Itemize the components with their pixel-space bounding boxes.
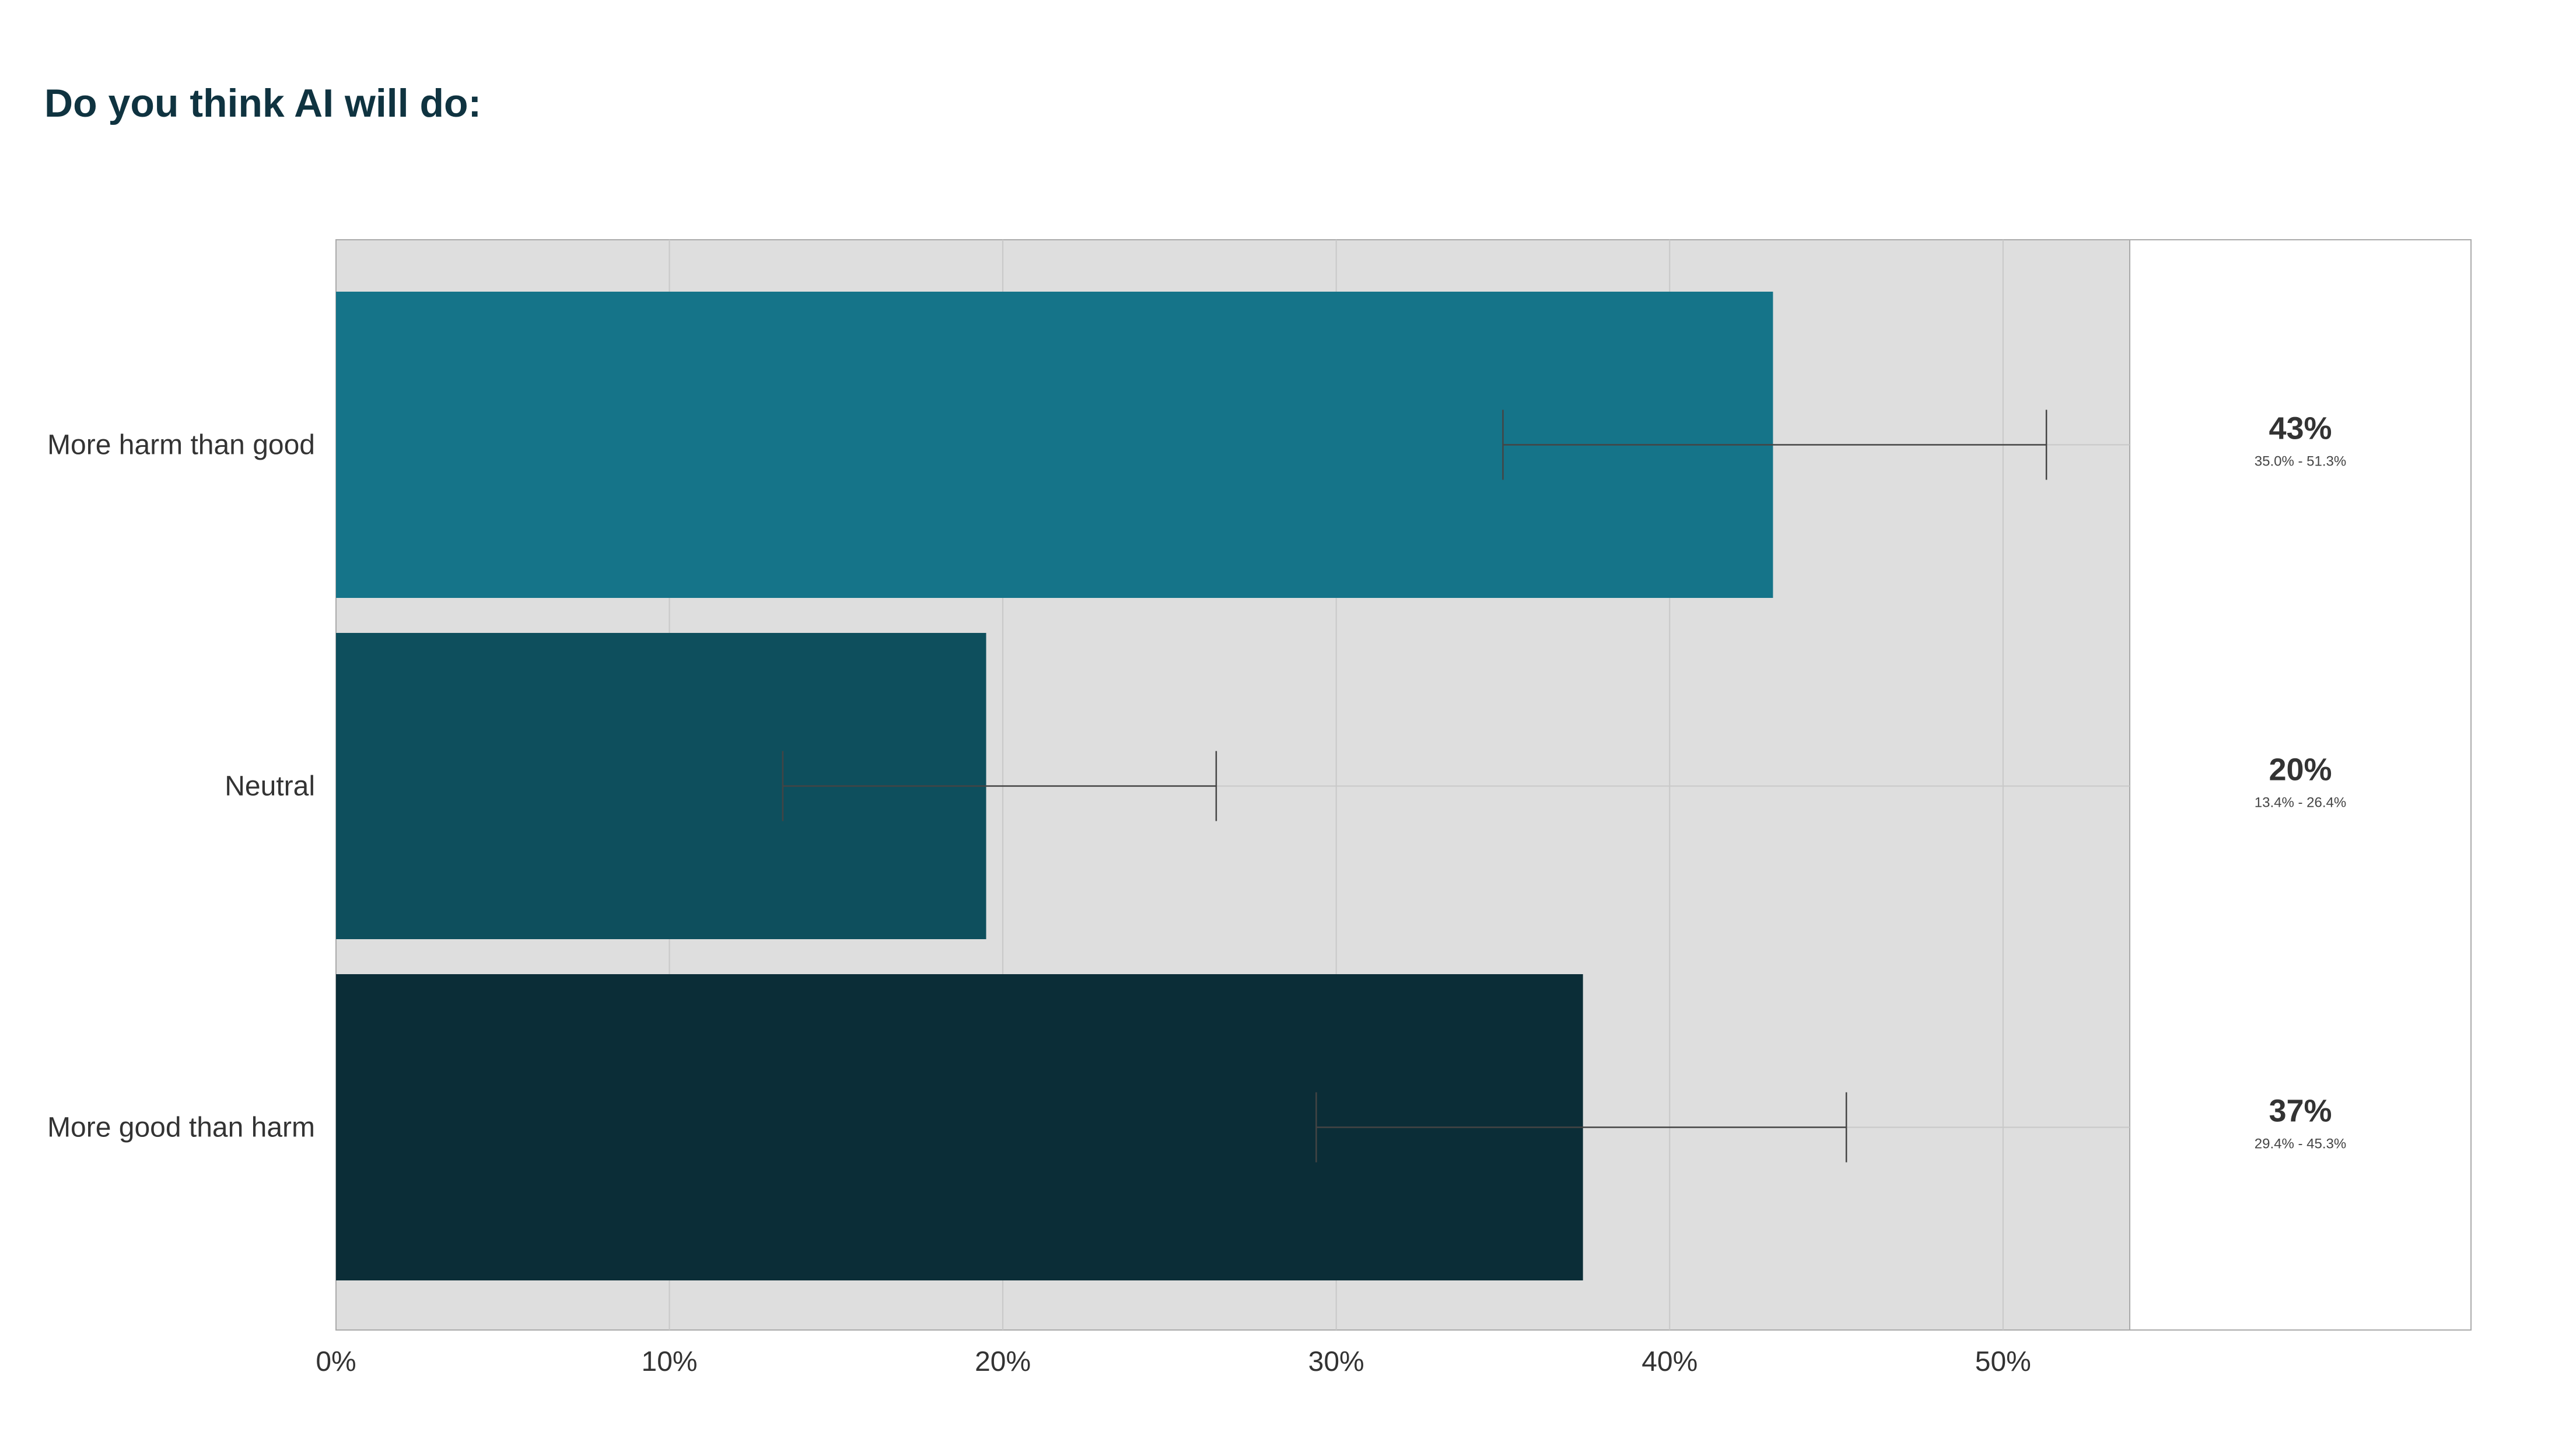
error-bars (782, 410, 2048, 1163)
confidence-interval-label: 13.4% - 26.4% (2255, 795, 2346, 811)
value-label: 37% (2269, 1094, 2332, 1129)
x-axis-tick-labels: 0% 10% 20% 30% 40% 50% (316, 1346, 2031, 1377)
x-tick-label: 10% (642, 1346, 698, 1377)
x-tick-label: 50% (1975, 1346, 2031, 1377)
category-label: More harm than good (47, 430, 315, 461)
confidence-interval-label: 35.0% - 51.3% (2255, 454, 2346, 470)
value-label-panel (2129, 239, 2472, 1331)
chart-title: Do you think AI will do: (44, 81, 481, 125)
category-label: More good than harm (47, 1112, 315, 1143)
confidence-interval-label: 29.4% - 45.3% (2255, 1136, 2346, 1152)
category-labels: More harm than good Neutral More good than… (47, 430, 315, 1143)
x-tick-label: 20% (975, 1346, 1031, 1377)
value-label: 20% (2269, 752, 2332, 788)
value-labels: 43% 35.0% - 51.3% 20% 13.4% - 26.4% 37% 29.4%… (2255, 411, 2346, 1152)
x-tick-label: 40% (1642, 1346, 1698, 1377)
x-tick-label: 0% (316, 1346, 356, 1377)
x-tick-label: 30% (1308, 1346, 1364, 1377)
bars (336, 292, 1773, 1280)
category-label: Neutral (225, 771, 315, 802)
value-label: 43% (2269, 411, 2332, 446)
